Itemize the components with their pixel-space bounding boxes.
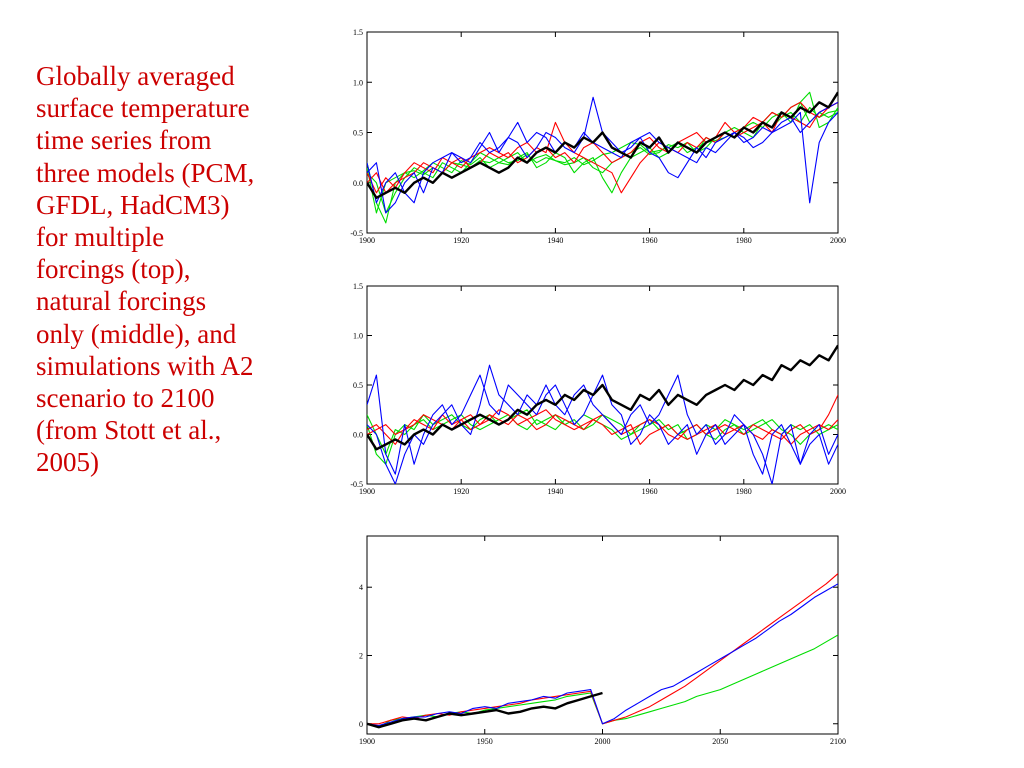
series-line-observed	[367, 92, 838, 198]
chart-panel-bottom: 1900 1950 2000 2050 2100 0 2 4	[330, 522, 850, 758]
y-tick-label: 2	[359, 651, 363, 660]
x-tick-label: 1920	[453, 236, 469, 245]
y-tick-label: 0.0	[353, 179, 363, 188]
y-tick-label: 0.5	[353, 381, 363, 390]
series-line	[367, 102, 838, 213]
x-tick-label: 1940	[547, 236, 563, 245]
chart-bottom: 1900 1950 2000 2050 2100 0 2 4	[330, 522, 850, 758]
x-tick-label: 1960	[642, 487, 658, 496]
y-tick-label: 0.0	[353, 431, 363, 440]
x-tick-label: 1920	[453, 487, 469, 496]
y-tick-label: 0.5	[353, 129, 363, 138]
y-tick-label: 1.0	[353, 78, 363, 87]
series-line	[367, 574, 838, 724]
x-tick-label: 1960	[642, 236, 658, 245]
series-line	[367, 584, 838, 726]
x-tick-label: 1950	[477, 737, 493, 746]
x-tick-label: 1900	[359, 737, 375, 746]
chart-panel-top: 1900 1920 1940 1960 1980 2000 -0.5 0.0 0.5 1.0 1.5	[330, 18, 850, 258]
x-tick-label: 1980	[736, 236, 752, 245]
x-tick-label: 2000	[830, 487, 846, 496]
plot-frame	[367, 536, 838, 734]
x-tick-label: 2000	[595, 737, 611, 746]
x-tick-label: 2100	[830, 737, 846, 746]
y-tick-label: 0	[359, 720, 363, 729]
y-tick-label: -0.5	[350, 229, 363, 238]
chart-middle: 1900 1920 1940 1960 1980 2000-0.50.00.51.01.5	[330, 272, 850, 508]
y-tick-label: 4	[359, 583, 363, 592]
y-tick-label: 1.0	[353, 332, 363, 341]
y-tick-label: 1.5	[353, 282, 363, 291]
y-tick-label: 1.5	[353, 28, 363, 37]
x-tick-label: 2050	[712, 737, 728, 746]
chart-panel-middle: 1900 1920 1940 1960 1980 2000 -0.5 0.0 0.5 1.0 1.5	[330, 272, 850, 508]
series-line	[367, 92, 838, 223]
x-tick-label: 1940	[547, 487, 563, 496]
chart-top: 1900 1920 1940 1960 1980 2000-0.50.00.51.01.5	[330, 18, 850, 258]
x-tick-label: 2000	[830, 236, 846, 245]
y-tick-label: -0.5	[350, 480, 363, 489]
caption-text: Globally averaged surface temperature ti…	[36, 60, 326, 479]
x-tick-label: 1980	[736, 487, 752, 496]
